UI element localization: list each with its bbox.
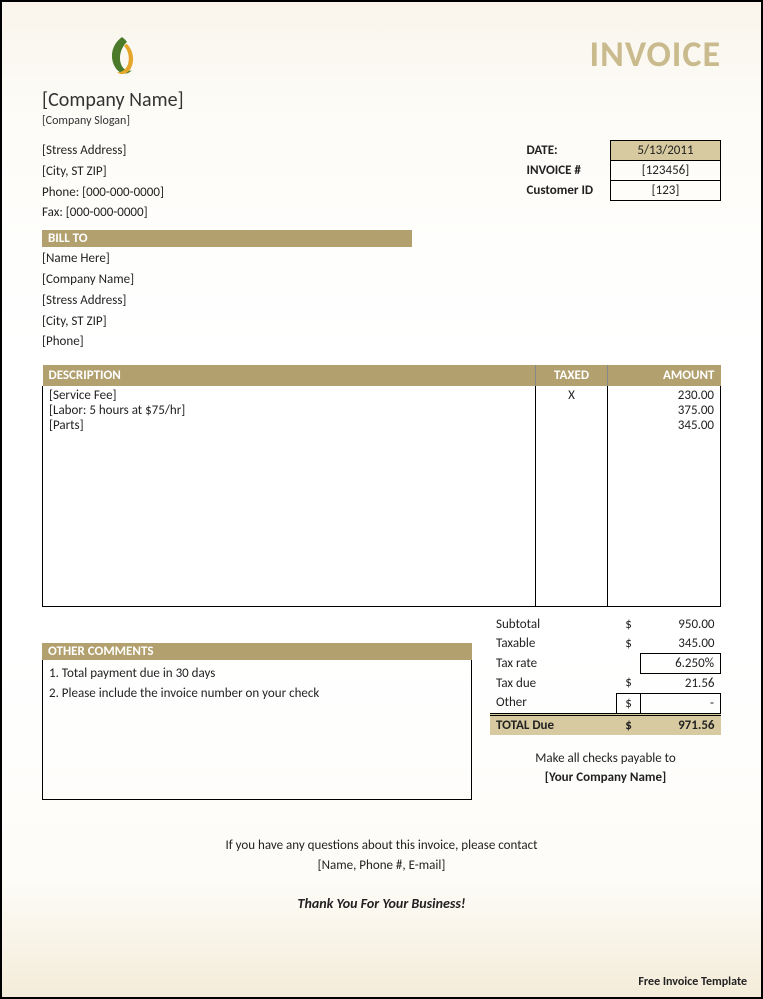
item-desc: [Parts] xyxy=(49,418,529,433)
bill-to-block: [Name Here] [Company Name] [Stress Addre… xyxy=(42,247,721,361)
taxrate-val: 6.250% xyxy=(641,653,721,673)
total-cur: $ xyxy=(617,714,641,735)
items-header-taxed: TAXED xyxy=(536,365,608,386)
comment-line: 1. Total payment due in 30 days xyxy=(49,664,465,685)
taxable-val: 345.00 xyxy=(641,634,721,654)
items-amount-cell: 230.00 375.00 345.00 xyxy=(607,386,720,606)
invoice-page: [Company Name] [Company Slogan] INVOICE … xyxy=(0,0,763,999)
bill-to-company: [Company Name] xyxy=(42,270,721,291)
lower-section: OTHER COMMENTS 1. Total payment due in 3… xyxy=(42,615,721,800)
invoice-title: INVOICE xyxy=(590,32,721,76)
taxdue-label: Tax due xyxy=(490,673,617,693)
company-name: [Company Name] xyxy=(42,88,184,112)
comments-block: OTHER COMMENTS 1. Total payment due in 3… xyxy=(42,643,472,800)
thanks: Thank You For Your Business! xyxy=(42,895,721,912)
payable-line1: Make all checks payable to xyxy=(490,749,721,769)
taxdue-val: 21.56 xyxy=(641,673,721,693)
bill-to-address: [Stress Address] xyxy=(42,291,721,312)
comment-line: 2. Please include the invoice number on … xyxy=(49,684,465,705)
from-fax: Fax: [000-000-0000] xyxy=(42,203,721,224)
item-desc: [Labor: 5 hours at $75/hr] xyxy=(49,403,529,418)
payable-line2: [Your Company Name] xyxy=(490,768,721,788)
items-header-amount: AMOUNT xyxy=(607,365,720,386)
header-row: [Company Name] [Company Slogan] INVOICE xyxy=(42,32,721,128)
bill-to-name: [Name Here] xyxy=(42,249,721,270)
template-credit: Free Invoice Template xyxy=(638,975,747,989)
items-table: DESCRIPTION TAXED AMOUNT [Service Fee] [… xyxy=(42,365,721,607)
comments-bar: OTHER COMMENTS xyxy=(42,643,472,660)
item-amount: 230.00 xyxy=(614,388,714,403)
subtotal-label: Subtotal xyxy=(490,615,617,634)
footer-msg: If you have any questions about this inv… xyxy=(42,836,721,878)
bill-to-phone: [Phone] xyxy=(42,332,721,353)
taxable-label: Taxable xyxy=(490,634,617,654)
item-taxed: X xyxy=(542,388,601,403)
totals-block: Subtotal $ 950.00 Taxable $ 345.00 Tax r… xyxy=(490,615,721,800)
payable-block: Make all checks payable to [Your Company… xyxy=(490,749,721,788)
other-val: - xyxy=(641,693,721,714)
totals-table: Subtotal $ 950.00 Taxable $ 345.00 Tax r… xyxy=(490,615,721,735)
bill-to-city: [City, ST ZIP] xyxy=(42,312,721,333)
meta-table: DATE: 5/13/2011 INVOICE # [123456] Custo… xyxy=(521,140,722,201)
item-amount: 375.00 xyxy=(614,403,714,418)
items-desc-cell: [Service Fee] [Labor: 5 hours at $75/hr]… xyxy=(43,386,536,606)
other-cur: $ xyxy=(617,693,641,714)
other-label: Other xyxy=(490,693,617,714)
company-slogan: [Company Slogan] xyxy=(42,114,184,128)
date-label: DATE: xyxy=(521,141,611,161)
company-logo-icon xyxy=(97,32,184,86)
footer-line2: [Name, Phone #, E-mail] xyxy=(42,856,721,877)
item-desc: [Service Fee] xyxy=(49,388,529,403)
footer-line1: If you have any questions about this inv… xyxy=(42,836,721,857)
subtotal-cur: $ xyxy=(617,615,641,634)
subtotal-val: 950.00 xyxy=(641,615,721,634)
bill-to-bar: BILL TO xyxy=(42,230,412,247)
items-taxed-cell: X xyxy=(536,386,608,606)
logo-block: [Company Name] [Company Slogan] xyxy=(42,32,184,128)
invoice-no-label: INVOICE # xyxy=(521,161,611,181)
item-amount: 345.00 xyxy=(614,418,714,433)
items-header-desc: DESCRIPTION xyxy=(43,365,536,386)
taxdue-cur: $ xyxy=(617,673,641,693)
customer-id-label: Customer ID xyxy=(521,181,611,201)
taxable-cur: $ xyxy=(617,634,641,654)
date-value: 5/13/2011 xyxy=(611,141,721,161)
comments-body: 1. Total payment due in 30 days 2. Pleas… xyxy=(42,660,472,800)
customer-id-value: [123] xyxy=(611,181,721,201)
total-val: 971.56 xyxy=(641,714,721,735)
total-label: TOTAL Due xyxy=(490,714,617,735)
taxrate-label: Tax rate xyxy=(490,653,617,673)
invoice-no-value: [123456] xyxy=(611,161,721,181)
